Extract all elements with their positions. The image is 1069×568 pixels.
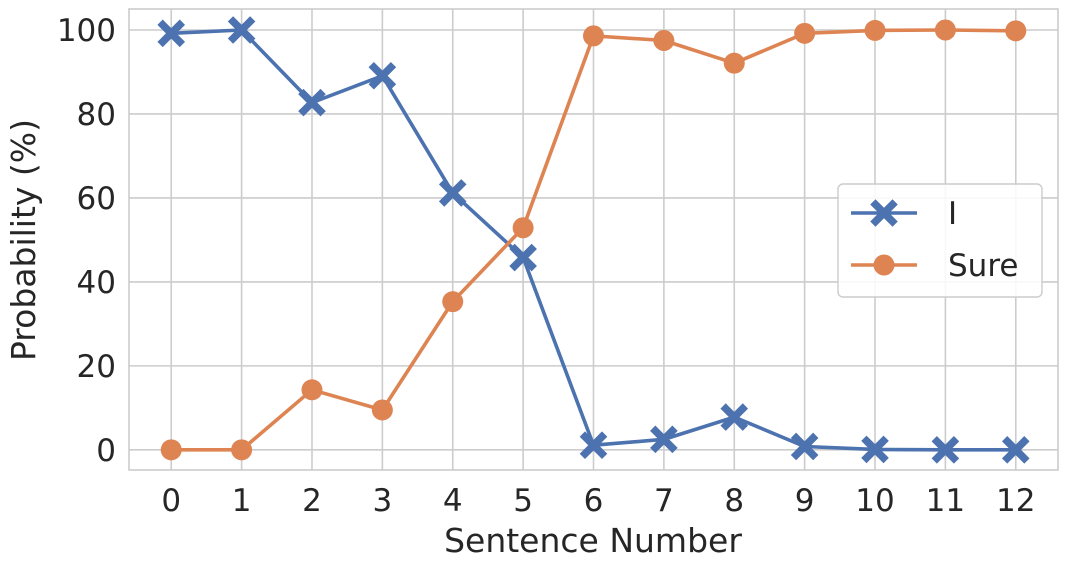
x-tick-label: 2 [302,483,322,519]
series-layer [157,16,1030,464]
series-i [157,16,1030,464]
data-point-sure [723,52,745,74]
x-tick-label: 8 [724,483,744,519]
data-point-sure [512,217,534,239]
data-point-i [579,431,608,460]
x-tick-label: 1 [232,483,252,519]
data-point-i [509,243,537,272]
x-tick-label: 3 [372,483,392,519]
y-tick-label: 60 [77,181,116,217]
y-tick-label: 80 [77,97,116,133]
legend: I Sure [837,183,1043,298]
data-point-i [227,16,256,44]
legend-label: I [948,196,957,232]
data-point-i [157,19,186,48]
series-sure [160,19,1027,461]
x-tick-label: 5 [513,483,533,519]
y-tick-label: 0 [96,433,116,469]
data-point-i [368,61,397,90]
data-point-i [931,436,960,464]
plot-frame [128,8,1059,471]
data-point-sure [934,19,956,41]
data-point-i [790,432,819,461]
data-point-sure [583,25,604,47]
data-point-sure [371,399,393,421]
legend-item-i: I [851,196,957,232]
x-tick-label: 6 [584,483,604,519]
data-point-i [720,403,749,431]
data-point-sure [160,439,182,461]
data-point-sure [794,22,816,44]
data-point-sure [442,291,464,313]
y-tick-label: 40 [77,265,116,301]
x-tick-label: 9 [795,483,815,519]
legend-item-sure: Sure [851,248,1018,284]
data-point-i [1001,436,1030,464]
data-point-sure [231,439,253,461]
x-tick-label: 11 [926,483,965,519]
data-point-sure [653,29,675,51]
y-axis-label: Probability (%) [4,119,43,361]
data-point-i [861,435,889,464]
y-tick-label: 100 [57,13,116,49]
y-tick-label: 20 [77,349,116,385]
data-point-sure [1005,20,1027,42]
data-point-sure [864,19,886,41]
x-tick-label: 12 [996,483,1035,519]
data-point-i [650,425,678,454]
x-tick-label: 4 [443,483,463,519]
x-axis-label: Sentence Number [444,521,742,560]
data-point-sure [301,379,323,401]
legend-marker [870,199,898,227]
legend-label: Sure [948,248,1018,284]
data-point-i [438,179,467,207]
x-tick-label: 7 [654,483,674,519]
legend-marker [873,254,895,276]
data-point-i [298,88,326,117]
x-tick-label: 10 [855,483,894,519]
x-tick-label: 0 [161,483,181,519]
